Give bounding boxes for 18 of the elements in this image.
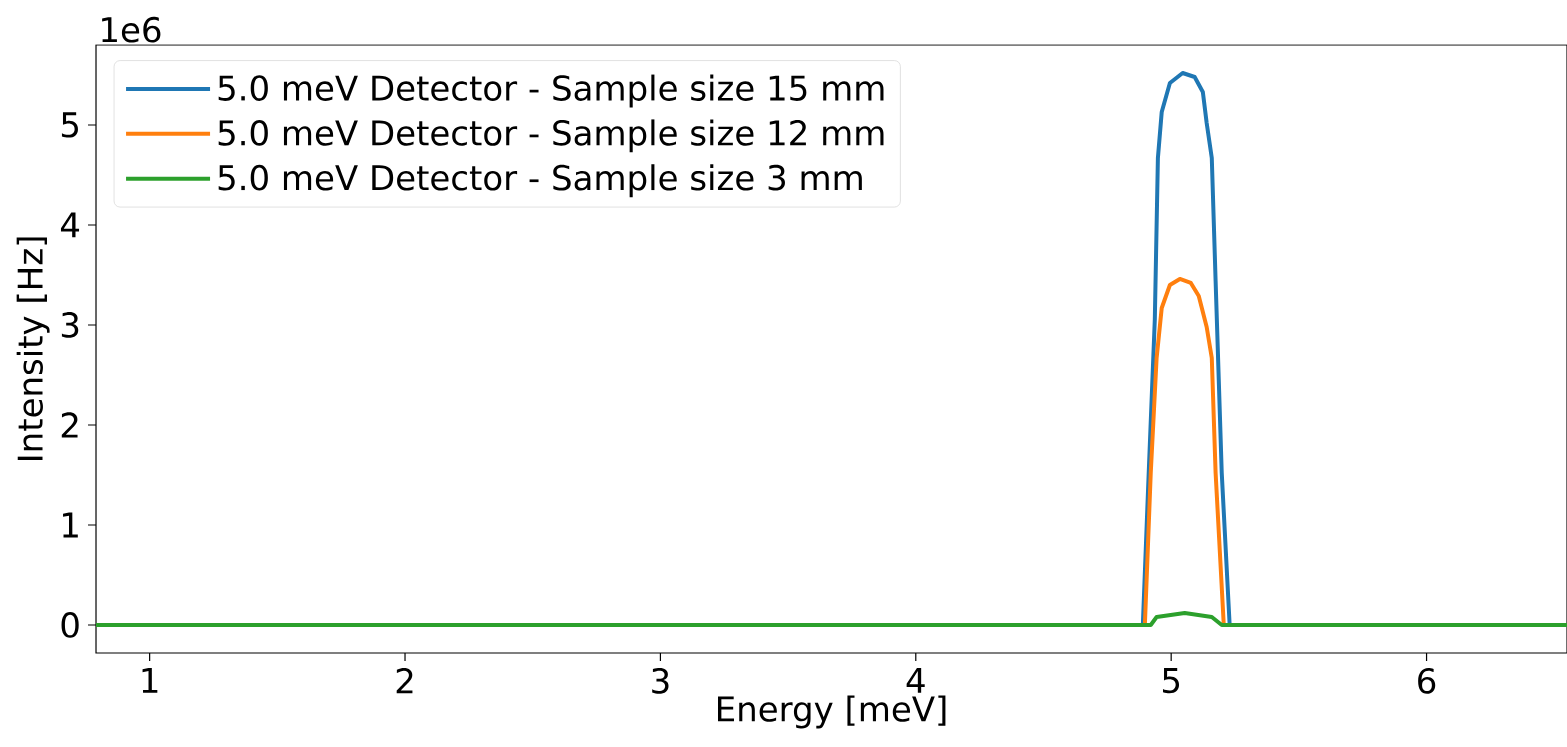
y-tick-label: 0 [61,612,79,638]
x-axis-title: Energy [meV] [718,695,946,729]
legend-label: 5.0 meV Detector - Sample size 15 mm [218,74,884,108]
x-tick-label: 6 [1418,668,1436,694]
y-tick-label: 3 [61,312,79,338]
y-tick-label: 1 [63,512,78,538]
x-tick-label: 2 [396,668,413,694]
text: 1e6 [102,16,161,43]
y-axis-title: Intensity [Hz] [16,237,50,461]
x-tick-label: 4 [906,668,925,693]
y-tick-label: 4 [60,212,80,238]
x-tick-label: 5 [1163,668,1180,694]
x-tick-label: 1 [142,668,158,693]
y-tick-label: 2 [61,412,78,438]
legend-label: 5.0 meV Detector - Sample size 12 mm [218,119,884,153]
y-tick-label: 5 [61,112,78,138]
legend-label: 5.0 meV Detector - Sample size 3 mm [218,164,862,198]
x-tick-label: 3 [652,668,669,694]
